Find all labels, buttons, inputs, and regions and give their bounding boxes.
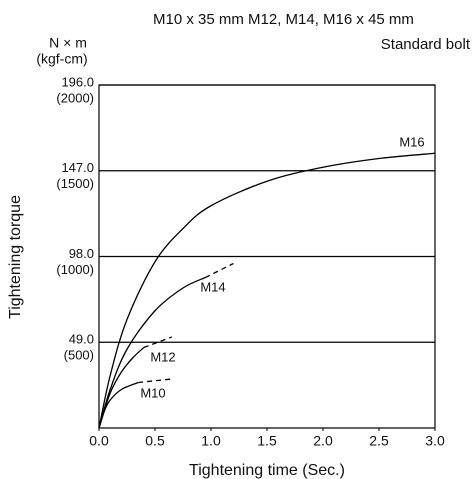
y-axis-label: Tightening torque [7,195,24,319]
x-axis-label: Tightening time (Sec.) [189,462,345,479]
y-unit: N × m [49,35,87,51]
chart-subtitle: Standard bolt [381,36,471,53]
y2-tick-label: (2000) [56,90,94,105]
line-series [98,347,145,429]
series-label: M10 [140,385,165,400]
y2-tick-label: (1500) [56,176,94,191]
x-tick-label: 1.0 [201,433,221,449]
x-tick-label: 0.0 [89,433,109,449]
line-series [98,152,436,429]
y2-unit: (kgf-cm) [36,51,87,67]
y-tick-label: 147.0 [61,160,94,175]
line-series-dashed [138,378,172,384]
y-tick-label: 196.0 [61,74,94,89]
line-series-dashed [205,262,234,279]
x-tick-label: 0.5 [145,433,165,449]
x-tick-label: 3.0 [425,433,445,449]
y-tick-label: 49.0 [69,332,94,347]
series-label: M16 [399,134,424,149]
x-tick-label: 1.5 [257,433,277,449]
y2-tick-label: (1000) [56,262,94,277]
x-tick-label: 2.5 [369,433,389,449]
series-label: M12 [150,349,175,364]
y2-tick-label: (500) [64,348,94,363]
line-series [98,276,206,429]
chart-title: M10 x 35 mm M12, M14, M16 x 45 mm [153,11,414,28]
x-tick-label: 2.0 [313,433,333,449]
series-label: M14 [200,279,225,294]
line-series [98,381,139,429]
line-series-dashed [143,336,173,349]
y-tick-label: 98.0 [69,246,94,261]
